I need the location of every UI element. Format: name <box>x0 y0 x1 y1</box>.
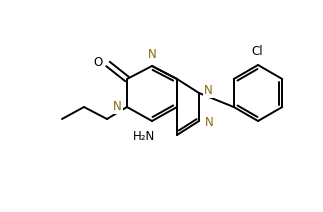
Text: H₂N: H₂N <box>133 131 155 144</box>
Text: N: N <box>205 117 214 130</box>
Text: N: N <box>148 48 156 61</box>
Text: N: N <box>204 85 213 98</box>
Text: N: N <box>113 100 122 113</box>
Text: Cl: Cl <box>251 45 263 58</box>
Text: O: O <box>94 56 103 68</box>
